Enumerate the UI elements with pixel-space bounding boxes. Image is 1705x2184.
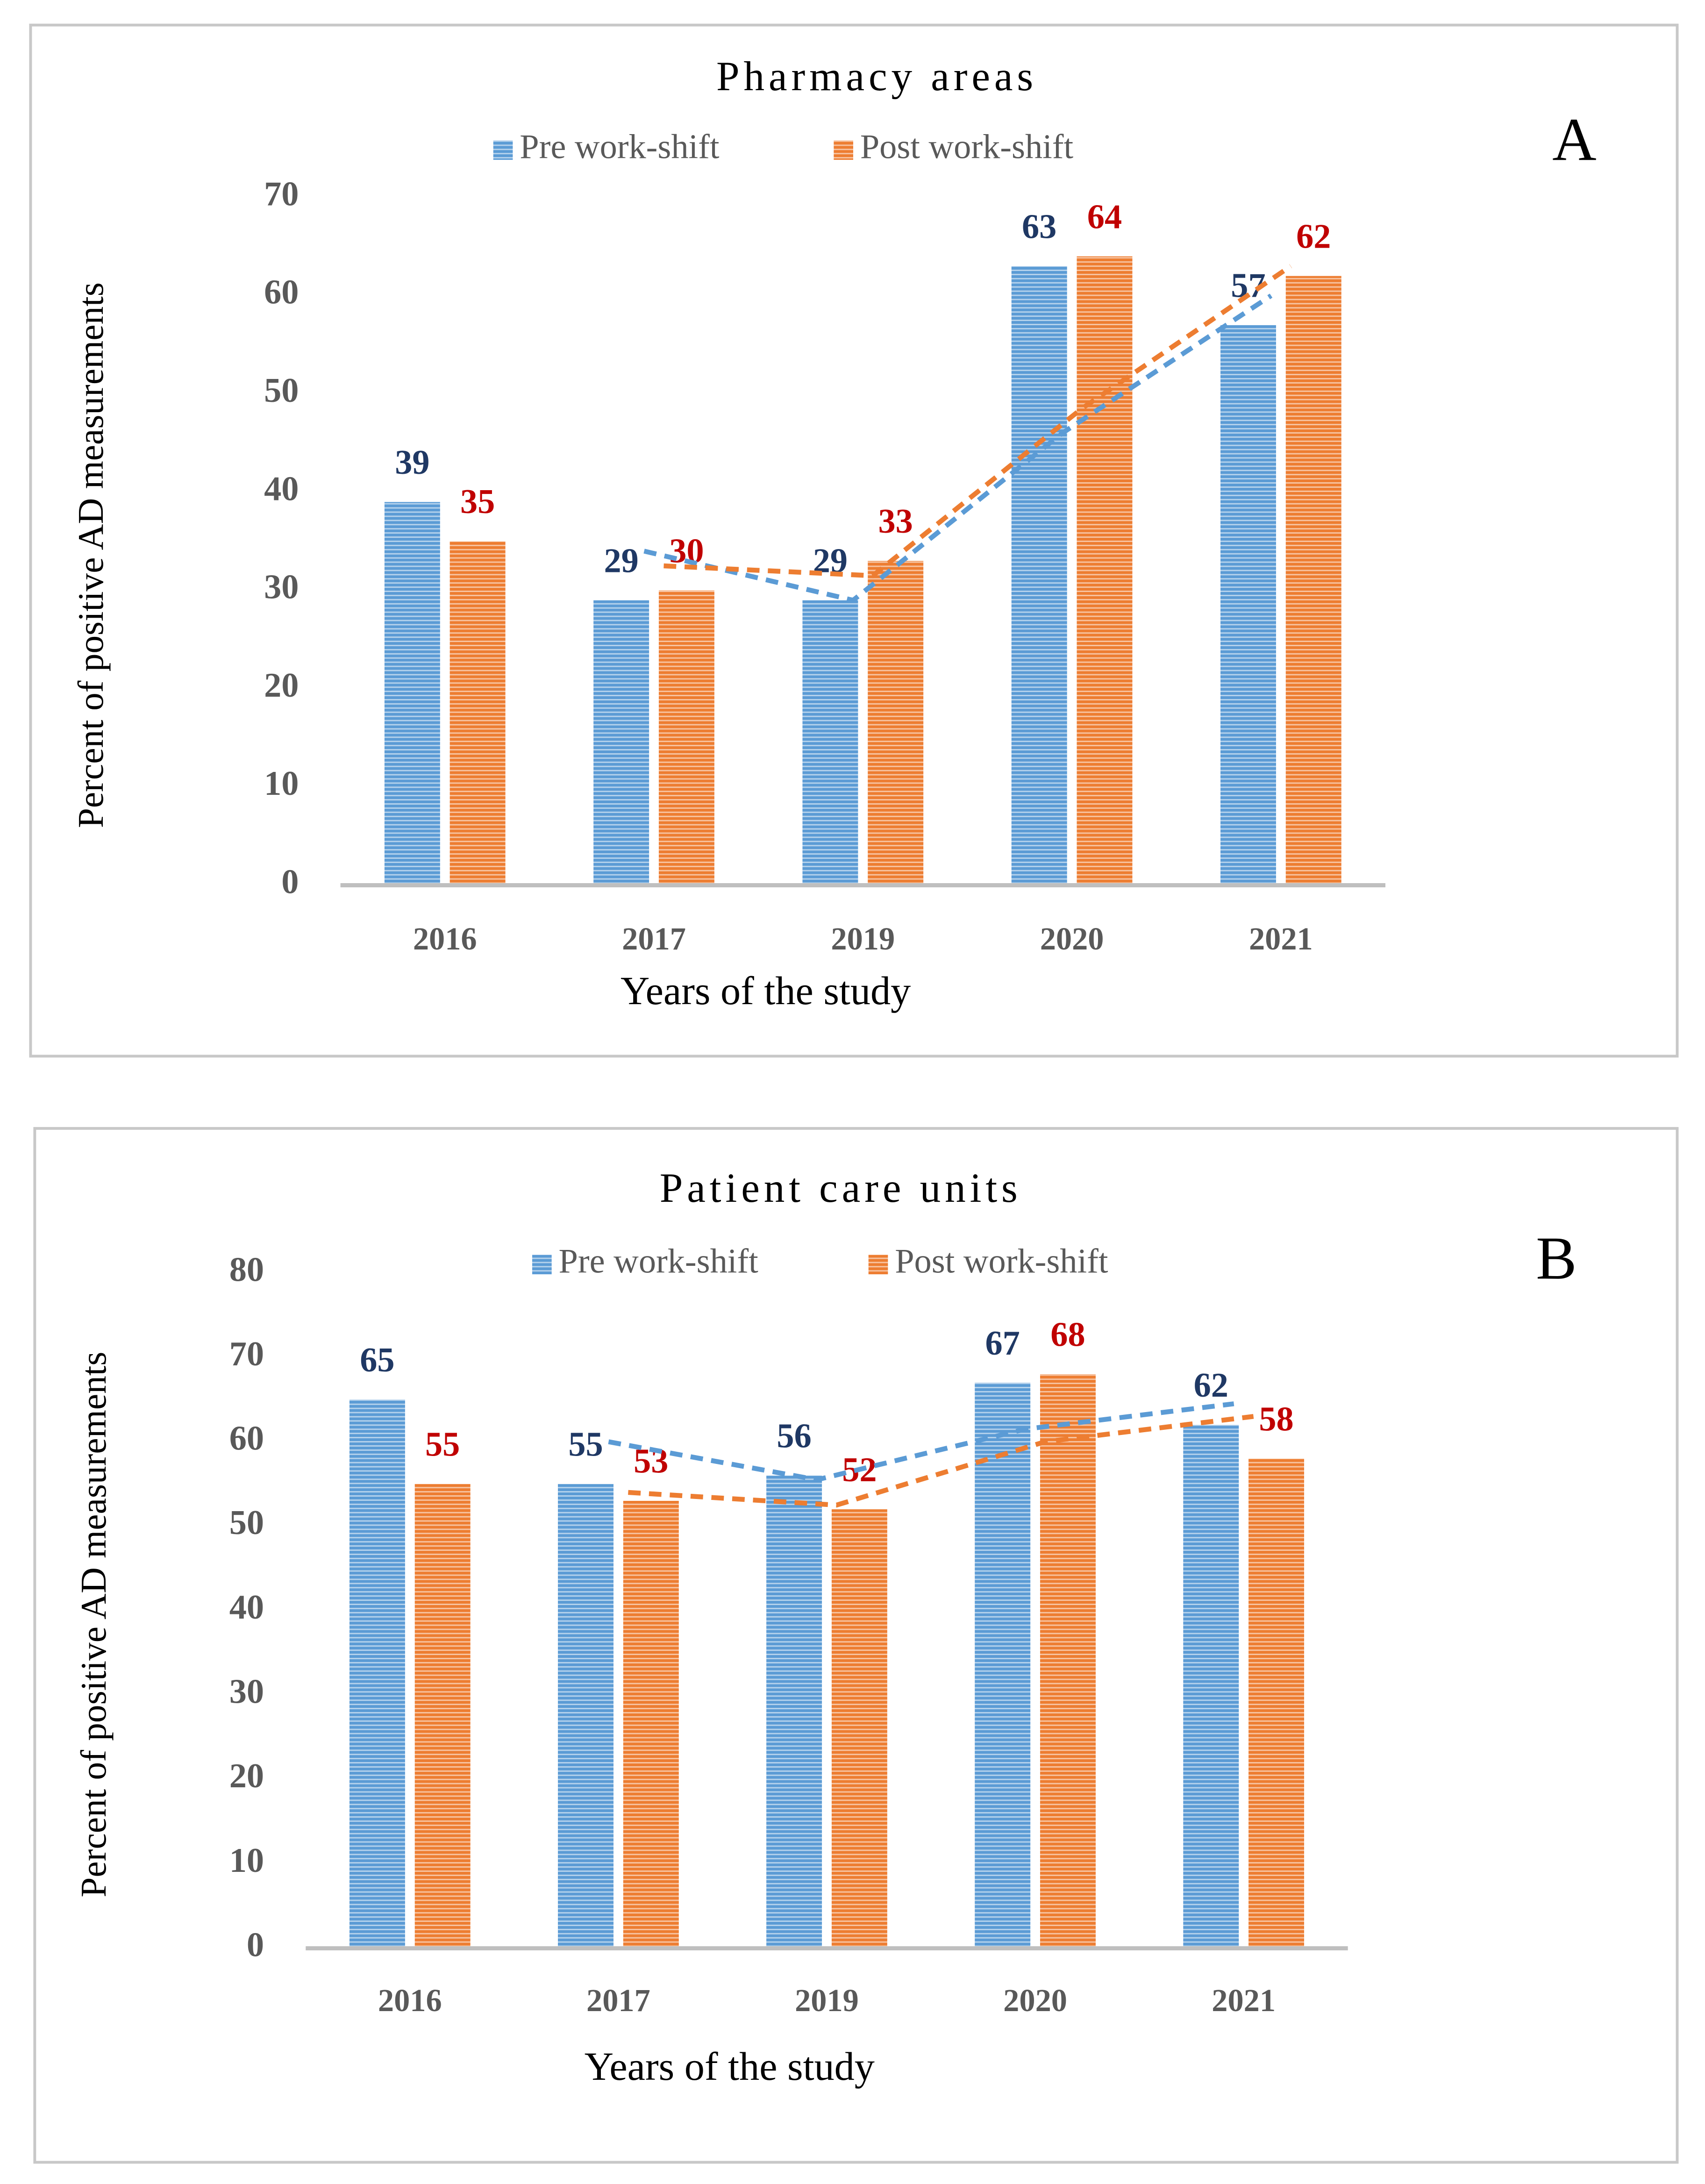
panel-border [33, 1127, 1679, 2164]
bar [384, 502, 440, 885]
x-axis-title: Years of the study [621, 968, 911, 1013]
x-tick-label: 2020 [1003, 1983, 1067, 2018]
data-label: 55 [568, 1426, 603, 1464]
y-tick-label: 60 [229, 1420, 264, 1458]
y-tick-label: 60 [264, 273, 299, 312]
bar [658, 590, 714, 885]
trendline [663, 264, 1292, 578]
bar [802, 600, 858, 885]
trendline [608, 1401, 1234, 1483]
x-tick-label: 2021 [1212, 1983, 1276, 2018]
legend-label: Pre work-shift [520, 128, 720, 166]
data-label: 68 [1050, 1316, 1085, 1354]
data-label: 29 [604, 542, 638, 580]
bar [1183, 1425, 1239, 1948]
x-tick-label: 2019 [831, 921, 895, 956]
bar [1248, 1458, 1305, 1948]
bar [349, 1399, 405, 1948]
y-tick-label: 0 [247, 1926, 264, 1964]
y-axis-title: Percent of positive AD measurements [73, 1352, 114, 1898]
y-axis-title: Percent of positive AD measurements [71, 282, 111, 828]
y-tick-label: 30 [264, 568, 299, 607]
panel-border [29, 23, 1679, 1058]
bar [593, 600, 649, 885]
data-label: 63 [1022, 207, 1056, 246]
chart-title: Patient care units [660, 1165, 1022, 1211]
legend-swatch [532, 1255, 552, 1275]
x-tick-label: 2017 [622, 921, 686, 956]
bar [831, 1509, 887, 1948]
trendline [628, 1414, 1254, 1508]
bar [868, 561, 924, 885]
bar [449, 541, 506, 885]
legend-swatch [493, 140, 513, 160]
y-tick-label: 20 [264, 666, 299, 705]
data-label: 56 [777, 1417, 811, 1456]
legend-label: Post work-shift [860, 128, 1074, 166]
panel-label: B [1536, 1224, 1577, 1292]
bar [558, 1484, 614, 1948]
data-label: 35 [460, 483, 495, 521]
bar [414, 1484, 471, 1948]
legend-swatch [868, 1255, 888, 1275]
y-tick-label: 40 [229, 1588, 264, 1627]
bar [1011, 266, 1067, 885]
y-tick-label: 40 [264, 470, 299, 508]
data-label: 62 [1194, 1366, 1228, 1405]
y-tick-label: 50 [264, 371, 299, 410]
bar [1077, 256, 1133, 885]
chart-title: Pharmacy areas [716, 54, 1037, 100]
data-label: 58 [1259, 1400, 1293, 1438]
data-label: 33 [878, 502, 913, 541]
data-label: 55 [425, 1426, 460, 1464]
y-tick-label: 20 [229, 1757, 264, 1795]
y-tick-label: 70 [229, 1335, 264, 1373]
panel-label: A [1552, 106, 1597, 173]
data-label: 64 [1087, 198, 1122, 236]
bar [766, 1475, 822, 1948]
legend-label: Pre work-shift [559, 1242, 759, 1280]
x-tick-label: 2020 [1040, 921, 1104, 956]
x-axis-title: Years of the study [585, 2044, 875, 2089]
data-label: 65 [360, 1341, 394, 1379]
data-label: 67 [985, 1324, 1020, 1363]
y-tick-label: 50 [229, 1504, 264, 1542]
legend-swatch [834, 140, 853, 160]
y-tick-label: 0 [281, 863, 299, 901]
bar [623, 1501, 679, 1948]
bar [1220, 325, 1276, 885]
x-tick-label: 2019 [795, 1983, 859, 2018]
y-tick-label: 10 [264, 764, 299, 803]
x-tick-label: 2016 [413, 921, 477, 956]
x-tick-label: 2017 [586, 1983, 650, 2018]
x-tick-label: 2016 [378, 1983, 442, 2018]
data-label: 39 [395, 443, 429, 482]
x-tick-label: 2021 [1249, 921, 1313, 956]
bar [1040, 1374, 1096, 1948]
data-label: 30 [669, 532, 704, 570]
bar [975, 1383, 1031, 1948]
y-tick-label: 10 [229, 1841, 264, 1880]
bar [1285, 276, 1341, 885]
data-label: 62 [1296, 217, 1331, 256]
trendline [643, 293, 1273, 603]
legend-label: Post work-shift [895, 1242, 1108, 1280]
y-tick-label: 30 [229, 1673, 264, 1711]
y-tick-label: 70 [264, 175, 299, 213]
y-tick-label: 80 [229, 1250, 264, 1289]
